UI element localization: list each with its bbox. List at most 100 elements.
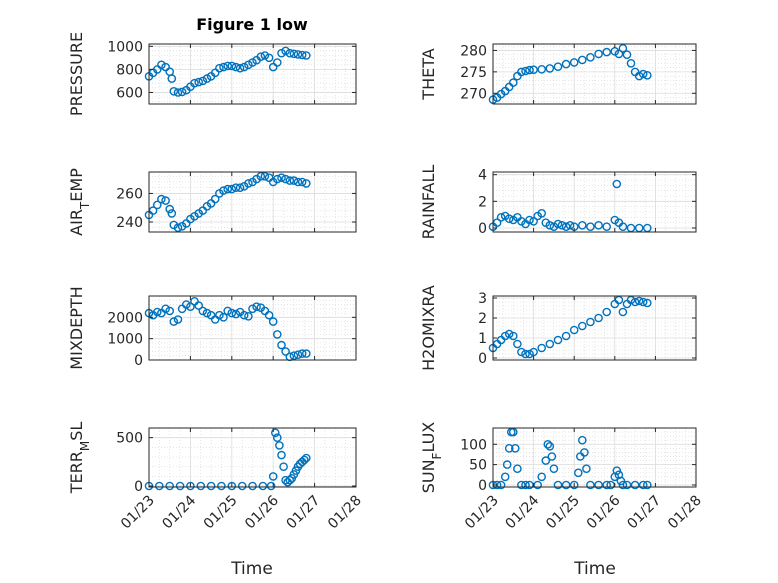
- terr-msl-point: [272, 433, 282, 443]
- h2omixra-point: [594, 313, 603, 323]
- pressure-point: [256, 52, 266, 62]
- pressure-axes-box: [148, 43, 357, 105]
- theta-point: [586, 53, 595, 62]
- sun-flux-xtick-label: 01/27: [624, 493, 664, 533]
- subplot-theta: 270 275 280 THETA: [419, 43, 697, 105]
- h2omixra-ytick-label: 3: [478, 291, 487, 307]
- theta-point: [578, 55, 587, 65]
- subplot-rainfall: 0 2 4 RAINFALL: [419, 165, 697, 240]
- h2omixra-point: [634, 296, 644, 306]
- h2omixra-point: [545, 339, 555, 349]
- air-temp-point: [285, 176, 295, 185]
- terr-msl-point: [237, 481, 247, 491]
- h2omixra-ylabel: H2OMIXRA: [419, 285, 438, 371]
- terr-msl-point: [266, 481, 276, 491]
- h2omixra-point: [537, 343, 547, 353]
- mixdepth-point: [244, 311, 253, 321]
- pressure-point: [194, 77, 203, 87]
- sun-flux-point: [500, 472, 510, 482]
- h2omixra-point: [569, 325, 579, 335]
- sun-flux-xtick-label: 01/25: [543, 493, 583, 533]
- h2omixra-point: [525, 349, 534, 359]
- mixdepth-point: [252, 302, 261, 312]
- rainfall-ytick-label: 4: [478, 168, 487, 184]
- pressure-point: [177, 87, 187, 97]
- mixdepth-point: [219, 312, 228, 322]
- sun-flux-ytick-label: 50: [469, 458, 487, 474]
- air-temp-point: [289, 176, 299, 185]
- mixdepth-ytick-label: 1000: [107, 332, 143, 348]
- mixdepth-point: [173, 315, 183, 324]
- sun-flux-point: [533, 480, 543, 490]
- pressure-point: [167, 74, 177, 83]
- air-temp-point: [244, 179, 253, 188]
- pressure-point: [227, 61, 237, 71]
- terr-msl-point: [154, 481, 164, 491]
- theta-point: [614, 49, 624, 59]
- rainfall-ylabel: RAINFALL: [419, 165, 438, 240]
- mixdepth-point: [215, 310, 224, 320]
- rainfall-point: [561, 222, 571, 231]
- theta-point: [618, 44, 628, 53]
- x-axis-label-right: Time: [573, 559, 616, 579]
- pressure-point: [157, 60, 166, 70]
- theta-point: [553, 62, 563, 71]
- h2omixra-point: [630, 297, 640, 307]
- sun-flux-point: [502, 460, 512, 469]
- rainfall-point: [557, 220, 567, 230]
- terr-msl-point: [227, 481, 237, 491]
- rainfall-axes-box: [492, 171, 697, 233]
- terr-msl-xtick-label: 01/26: [242, 492, 282, 532]
- subplot-h2omixra: 0 1 2 3 H2OMIXRA: [419, 285, 697, 371]
- pressure-point: [248, 58, 257, 67]
- subplot-pressure: 600 800 1000 PRESSURE: [67, 32, 357, 116]
- h2omixra-point: [586, 317, 595, 327]
- air-temp-point: [223, 184, 232, 194]
- theta-point: [545, 64, 555, 73]
- mixdepth-point: [239, 310, 249, 320]
- sun-flux-ytick-label: 0: [478, 478, 487, 494]
- h2omixra-point: [618, 307, 628, 317]
- air-temp-point: [301, 179, 311, 188]
- air-temp-point: [165, 204, 174, 214]
- theta-point: [508, 78, 518, 87]
- figure-title: Figure 1 low: [196, 15, 308, 34]
- h2omixra-point: [500, 331, 510, 341]
- h2omixra-ytick-label: 0: [478, 351, 487, 367]
- rainfall-point: [545, 220, 555, 230]
- rainfall-point: [612, 179, 622, 189]
- terr-msl-point: [258, 481, 268, 491]
- terr-msl-xtick-label: 01/25: [201, 493, 241, 533]
- mixdepth-point: [194, 301, 203, 310]
- rainfall-ytick-label: 0: [478, 221, 487, 237]
- sun-flux-point: [618, 480, 628, 490]
- sun-flux-point: [612, 466, 622, 476]
- theta-point: [537, 65, 547, 74]
- air-temp-point: [256, 171, 266, 181]
- sun-flux-point: [513, 464, 522, 474]
- terr-msl-point: [279, 462, 288, 472]
- air-temp-point: [293, 177, 303, 187]
- air-temp-ytick-label: 260: [116, 186, 143, 202]
- sun-flux-ytick-label: 100: [460, 437, 487, 453]
- mixdepth-point: [231, 309, 241, 319]
- h2omixra-ytick-label: 2: [478, 311, 487, 327]
- mixdepth-point: [297, 349, 307, 358]
- terr-msl-ytick-label: 500: [116, 431, 143, 447]
- sun-flux-point: [578, 435, 587, 445]
- pressure-point: [289, 49, 299, 59]
- terr-msl-plot-area: [149, 428, 356, 487]
- terr-msl-xtick-label: 01/23: [118, 493, 158, 533]
- rainfall-point: [594, 220, 603, 230]
- sun-flux-xtick-label: 01/24: [503, 492, 543, 532]
- rainfall-point: [618, 222, 628, 231]
- mixdepth-point: [268, 317, 278, 326]
- sun-flux-point: [510, 443, 520, 453]
- sun-flux-point: [586, 480, 595, 490]
- rainfall-point: [553, 219, 563, 229]
- theta-ytick-label: 275: [460, 65, 487, 81]
- pressure-ylabel: PRESSURE: [67, 32, 86, 116]
- sun-flux-point: [547, 452, 557, 461]
- rainfall-point: [602, 222, 612, 231]
- subplot-mixdepth: 0 1000 2000 MIXDEPTH: [67, 286, 357, 370]
